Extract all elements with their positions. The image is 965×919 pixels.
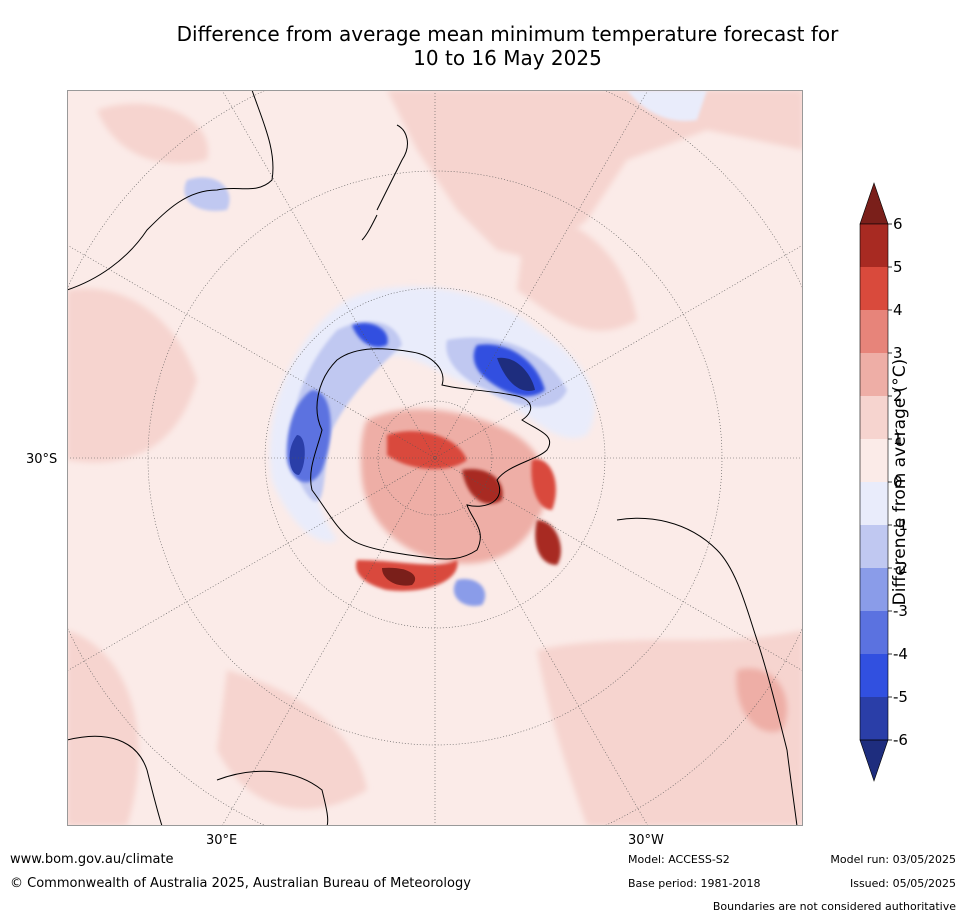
warm-antarctica-2 (462, 469, 503, 504)
warm-patch-west (67, 288, 197, 463)
title-line-2: 10 to 16 May 2025 (413, 46, 602, 70)
south-america-coast (616, 517, 798, 826)
warm-patch-nw (97, 103, 209, 164)
anomaly-fields (67, 90, 803, 826)
meridian-30e (221, 90, 649, 826)
colorbar-segment (860, 482, 888, 525)
colorbar: 6 5 4 3 2 1 0 -1 -2 -3 -4 -5 -6 (850, 180, 960, 785)
colorbar-segment (860, 525, 888, 568)
footer-model-run: Model run: 03/05/2025 (830, 853, 956, 866)
new-zealand-south (361, 214, 378, 241)
colorbar-label: Difference from average (°C) (890, 358, 910, 606)
colorbar-segment (860, 439, 888, 482)
warm-antarctica-3 (531, 459, 556, 510)
warm-patch-south (217, 670, 367, 810)
colorbar-tick-label: -3 (893, 602, 908, 620)
footer-base-period: Base period: 1981-2018 (628, 877, 761, 890)
footer-copyright: © Commonwealth of Australia 2025, Austra… (10, 876, 471, 891)
cool-south-patch (453, 579, 486, 606)
cool-nw-patch (184, 177, 230, 211)
lat-label-30s: 30°S (26, 452, 58, 467)
footer-model: Model: ACCESS-S2 (628, 853, 730, 866)
map-svg (67, 90, 803, 826)
colorbar-tick-label: 6 (893, 215, 903, 233)
colorbar-tick-label: 2 (893, 387, 903, 405)
colorbar-under-arrow (859, 739, 889, 782)
warm-patch-ne (517, 210, 637, 331)
footer-issued: Issued: 05/05/2025 (849, 877, 956, 890)
antarctica-coast (310, 348, 550, 560)
madagascar-coast (216, 770, 329, 826)
lon-label-30w: 30°W (628, 833, 664, 848)
meridian-30w (221, 90, 649, 826)
title-line-1: Difference from average mean minimum tem… (176, 22, 839, 46)
cool-ne-patch (627, 90, 707, 121)
colorbar-tick-label: -2 (893, 559, 908, 577)
meridian-60e (67, 244, 803, 672)
warm-antarctica-core (382, 567, 416, 586)
footer-disclaimer: Boundaries are not considered authoritat… (712, 900, 956, 913)
warm-patch-sa (736, 668, 787, 732)
colorbar-segment (860, 310, 888, 353)
meridian-60w (67, 244, 803, 672)
colorbar-segment (860, 396, 888, 439)
lon-label-30e: 30°E (206, 833, 238, 848)
colorbar-segment (860, 654, 888, 697)
cool-north-1 (352, 322, 388, 348)
colorbar-segment (860, 224, 888, 267)
colorbar-segment (860, 267, 888, 310)
colorbar-tick-label: 4 (893, 301, 903, 319)
colorbar-tick-label: -6 (893, 731, 908, 749)
new-zealand-north (376, 124, 408, 211)
colorbar-tick-label: -5 (893, 688, 908, 706)
colorbar-segment (860, 611, 888, 654)
warm-patch-north (387, 90, 803, 260)
colorbar-tick-label: -4 (893, 645, 908, 663)
colorbar-svg: 6 5 4 3 2 1 0 -1 -2 -3 -4 -5 -6 (859, 182, 908, 782)
colorbar-tick-label: -1 (893, 516, 908, 534)
australia-coast (67, 90, 274, 291)
cool-east-core (497, 357, 535, 391)
lat-circle-80 (377, 400, 493, 516)
polar-map (67, 90, 803, 826)
colorbar-tick-label: 0 (893, 473, 903, 491)
graticule (67, 90, 803, 826)
colorbar-segment (860, 353, 888, 396)
colorbar-over-arrow (859, 182, 889, 225)
cool-west-core (289, 435, 305, 475)
africa-coast (67, 735, 163, 826)
chart-title: Difference from average mean minimum tem… (60, 22, 955, 70)
colorbar-tick-label: 3 (893, 344, 903, 362)
warm-patch-sw (67, 630, 139, 826)
colorbar-segment (860, 697, 888, 740)
warm-antarctica-1 (387, 431, 467, 470)
colorbar-segment (860, 568, 888, 611)
footer-url: www.bom.gov.au/climate (10, 852, 174, 867)
coastlines (67, 90, 798, 826)
warm-antarctica-4 (535, 520, 561, 565)
colorbar-tick-label: 5 (893, 258, 903, 276)
colorbar-tick-label: 1 (893, 430, 903, 448)
map-frame (67, 90, 803, 826)
